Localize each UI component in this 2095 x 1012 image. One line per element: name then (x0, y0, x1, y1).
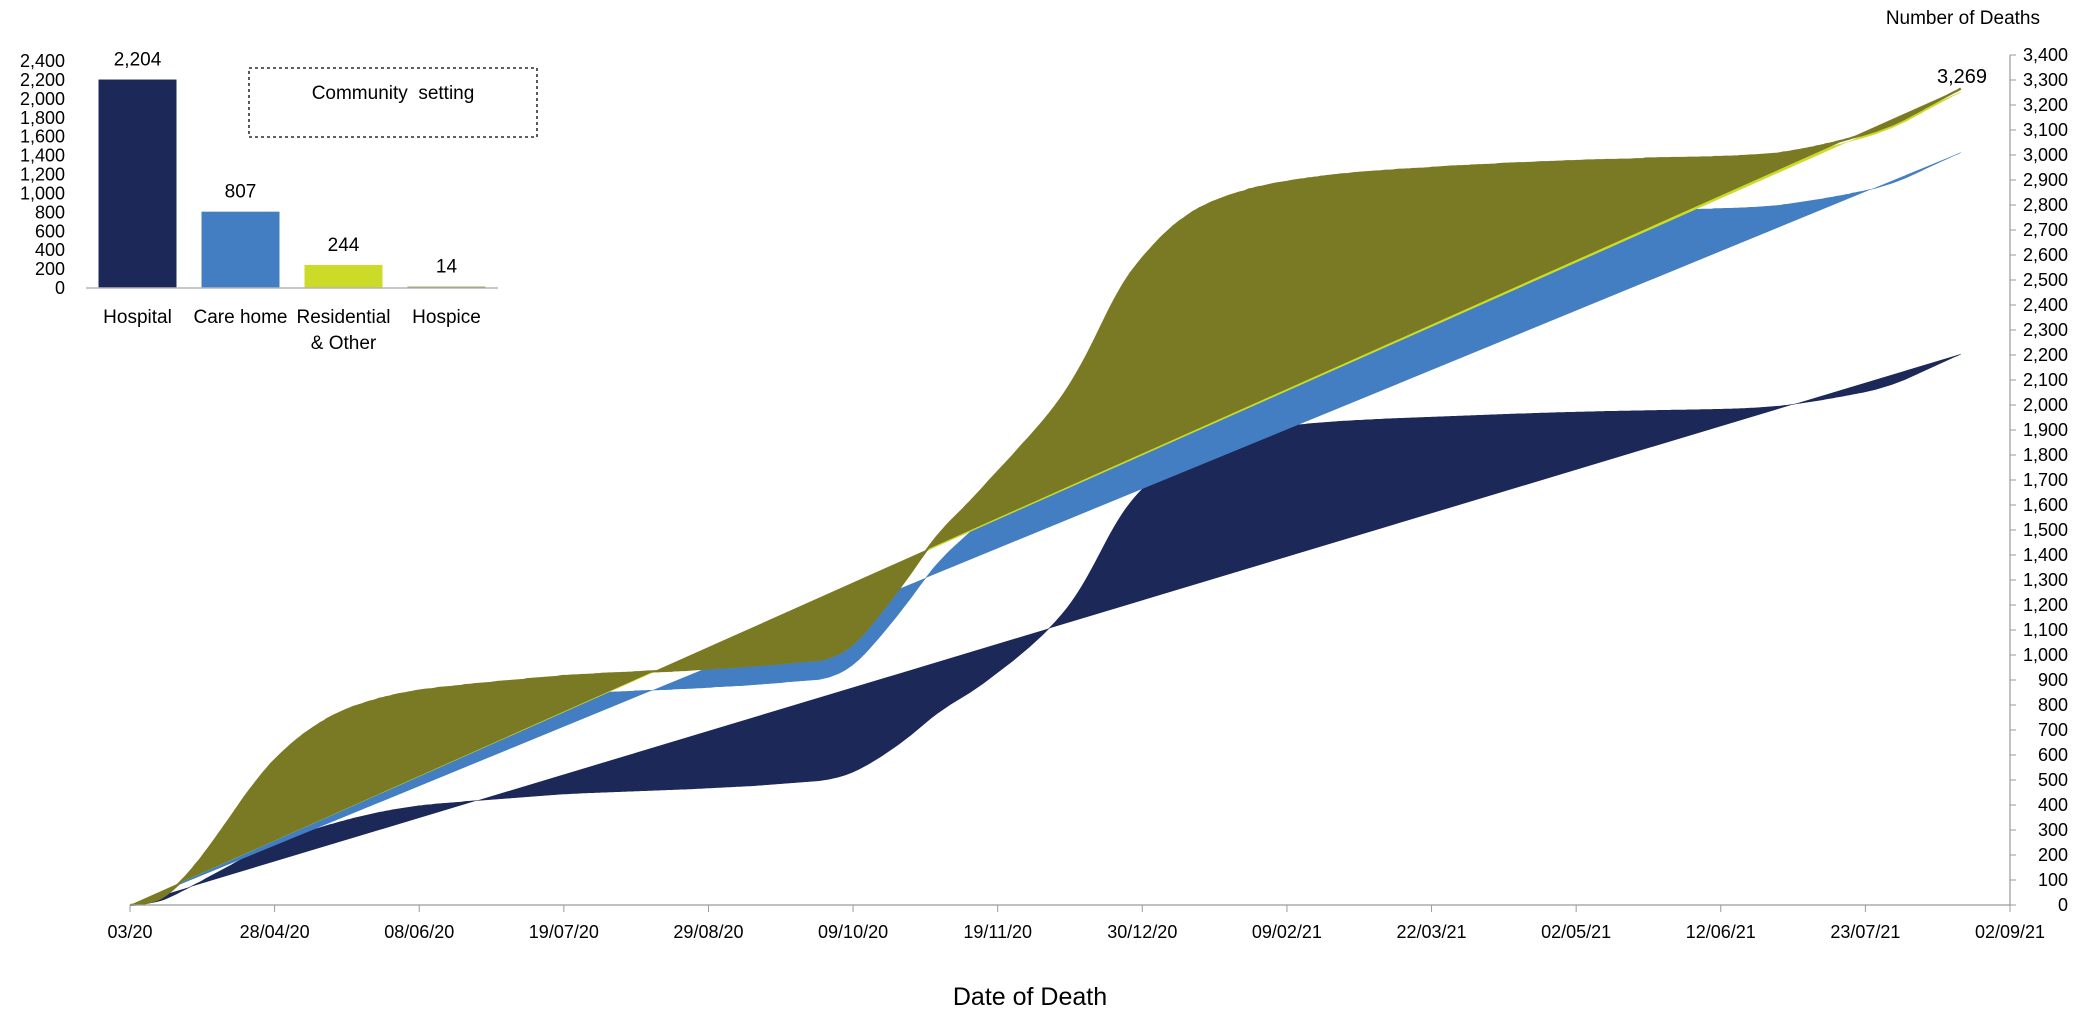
y-tick-label: 2,000 (2023, 395, 2068, 415)
y-tick-label: 100 (2038, 870, 2068, 890)
total-data-label: 3,269 (1937, 66, 1987, 88)
x-tick-label: 12/06/21 (1686, 922, 1756, 942)
inset-category-label: Hospice (412, 307, 481, 328)
x-tick-label: 03/20 (107, 922, 152, 942)
y-tick-label: 2,700 (2023, 220, 2068, 240)
inset-bar-value-label: 14 (436, 257, 458, 278)
y-tick-label: 1,900 (2023, 420, 2068, 440)
community-setting-label: Community setting (312, 83, 475, 104)
y-tick-label: 3,400 (2023, 45, 2068, 65)
inset-y-tick-label: 1,800 (20, 108, 65, 128)
y-tick-label: 1,600 (2023, 495, 2068, 515)
y-tick-label: 2,800 (2023, 195, 2068, 215)
y-tick-label: 300 (2038, 820, 2068, 840)
y-axis-title: Number of Deaths (1886, 8, 2040, 29)
x-tick-label: 19/07/20 (529, 922, 599, 942)
inset-y-tick-label: 0 (55, 278, 65, 298)
inset-y-tick-label: 1,200 (20, 165, 65, 185)
x-tick-label: 19/11/20 (963, 922, 1032, 942)
x-tick-label: 30/12/20 (1107, 922, 1177, 942)
x-tick-label: 22/03/21 (1396, 922, 1466, 942)
inset-y-tick-label: 2,400 (20, 51, 65, 71)
y-tick-label: 2,600 (2023, 245, 2068, 265)
inset-bar (304, 264, 383, 288)
x-tick-label: 09/10/20 (818, 922, 888, 942)
inset-y-tick-label: 1,600 (20, 127, 65, 147)
inset-bar-value-label: 2,204 (114, 50, 162, 71)
inset-bar-chart: 02004006008001,0001,2001,4001,6001,8002,… (20, 50, 498, 354)
y-tick-label: 900 (2038, 670, 2068, 690)
y-tick-label: 400 (2038, 795, 2068, 815)
y-tick-label: 800 (2038, 695, 2068, 715)
y-tick-label: 0 (2058, 895, 2068, 915)
area-series-hospital (129, 353, 1961, 906)
y-tick-label: 1,400 (2023, 545, 2068, 565)
x-tick-label: 08/06/20 (384, 922, 454, 942)
y-tick-label: 1,300 (2023, 570, 2068, 590)
y-tick-label: 2,500 (2023, 270, 2068, 290)
area-axes: 0 100 200 300 400 500 600 700 800 900 1,000 1,100 1,… (107, 45, 2068, 942)
y-tick-label: 2,200 (2023, 345, 2068, 365)
inset-y-tick-label: 200 (35, 259, 65, 279)
y-tick-label: 3,000 (2023, 145, 2068, 165)
y-tick-label: 1,000 (2023, 645, 2068, 665)
y-tick-label: 500 (2038, 770, 2068, 790)
x-tick-label: 28/04/20 (240, 922, 310, 942)
inset-y-tick-label: 2,000 (20, 89, 65, 109)
y-tick-label: 2,300 (2023, 320, 2068, 340)
x-tick-label: 09/02/21 (1252, 922, 1322, 942)
y-tick-label: 1,800 (2023, 445, 2068, 465)
inset-bar (201, 211, 280, 288)
y-tick-label: 3,200 (2023, 95, 2068, 115)
area-series-care-home (129, 152, 1961, 906)
x-tick-label: 02/09/21 (1975, 922, 2045, 942)
inset-y-tick-label: 1,000 (20, 183, 65, 203)
inset-y-tick-label: 800 (35, 202, 65, 222)
y-tick-label: 2,400 (2023, 295, 2068, 315)
x-tick-label: 29/08/20 (673, 922, 743, 942)
y-tick-label: 200 (2038, 845, 2068, 865)
inset-y-tick-label: 400 (35, 240, 65, 260)
y-tick-label: 1,500 (2023, 520, 2068, 540)
inset-category-label: Hospital (103, 307, 172, 328)
inset-y-tick-label: 600 (35, 221, 65, 241)
y-tick-label: 600 (2038, 745, 2068, 765)
x-axis-title: Date of Death (953, 983, 1107, 1007)
area-series-hospice (129, 87, 1962, 907)
y-tick-label: 3,300 (2023, 70, 2068, 90)
area-series-residential-other (129, 91, 1961, 906)
inset-category-label: Residential (297, 307, 391, 328)
inset-bar-value-label: 807 (225, 182, 257, 203)
y-tick-label: 3,100 (2023, 120, 2068, 140)
y-tick-label: 1,100 (2023, 620, 2068, 640)
y-tick-label: 700 (2038, 720, 2068, 740)
inset-y-tick-label: 2,200 (20, 70, 65, 90)
inset-bar-value-label: 244 (328, 235, 360, 256)
y-tick-label: 2,100 (2023, 370, 2068, 390)
inset-category-label: & Other (311, 333, 377, 354)
inset-bar (98, 79, 177, 288)
community-setting-box (248, 67, 538, 138)
stacked-area-layer (129, 87, 1962, 907)
y-tick-label: 1,700 (2023, 470, 2068, 490)
x-tick-label: 23/07/21 (1830, 922, 1900, 942)
x-tick-label: 02/05/21 (1541, 922, 1611, 942)
y-tick-label: 1,200 (2023, 595, 2068, 615)
y-tick-label: 2,900 (2023, 170, 2068, 190)
inset-category-label: Care home (194, 307, 288, 328)
inset-y-tick-label: 1,400 (20, 146, 65, 166)
